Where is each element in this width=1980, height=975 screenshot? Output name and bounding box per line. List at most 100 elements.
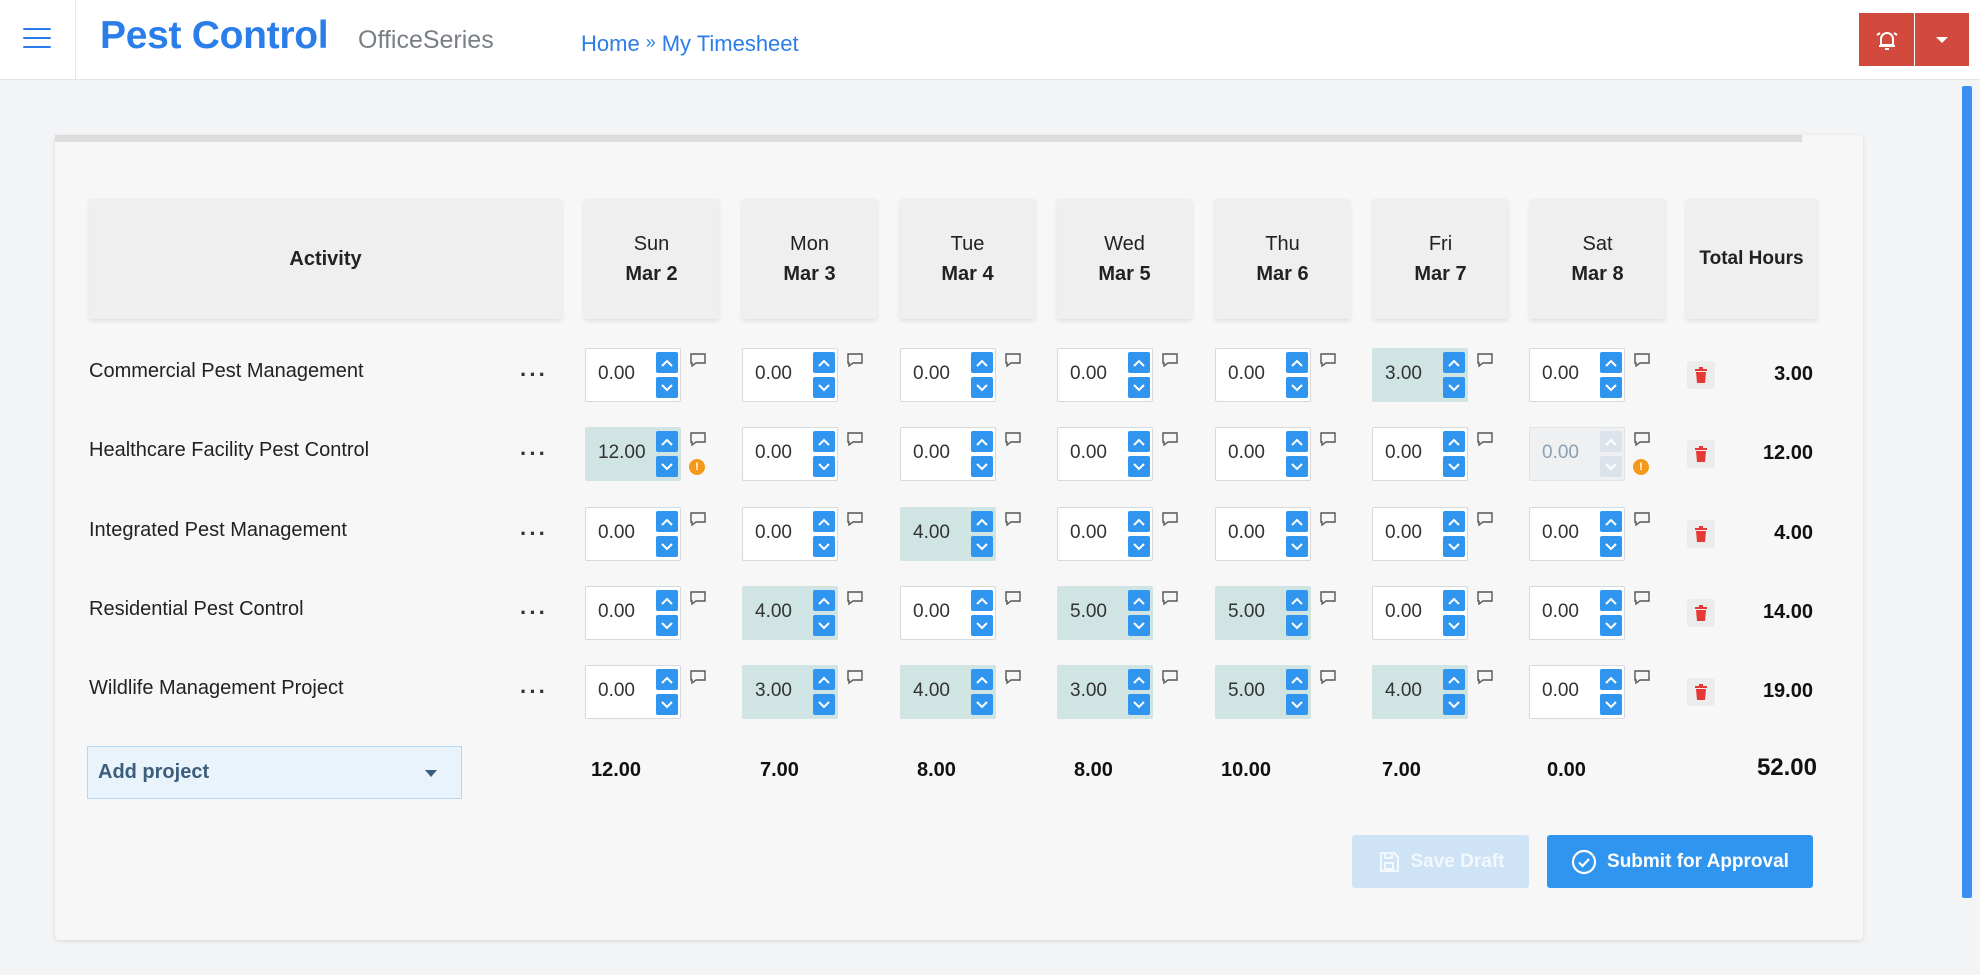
- more-options-button[interactable]: ···: [520, 441, 548, 466]
- increment-button[interactable]: [656, 511, 678, 532]
- comment-button[interactable]: [1476, 669, 1494, 685]
- decrement-button[interactable]: [1443, 456, 1465, 477]
- more-options-button[interactable]: ···: [520, 521, 548, 546]
- increment-button[interactable]: [1286, 590, 1308, 611]
- comment-button[interactable]: [1161, 431, 1179, 447]
- hours-input[interactable]: 0.00: [1529, 507, 1625, 561]
- comment-button[interactable]: [1319, 590, 1337, 606]
- hours-input[interactable]: 4.00: [742, 586, 838, 640]
- comment-button[interactable]: [1004, 590, 1022, 606]
- decrement-button[interactable]: [1443, 377, 1465, 398]
- breadcrumb-current[interactable]: My Timesheet: [661, 31, 799, 56]
- comment-button[interactable]: [846, 669, 864, 685]
- hours-input[interactable]: 5.00: [1057, 586, 1153, 640]
- comment-button[interactable]: [846, 431, 864, 447]
- increment-button[interactable]: [813, 669, 835, 690]
- increment-button[interactable]: [1443, 511, 1465, 532]
- delete-row-button[interactable]: [1687, 599, 1715, 627]
- comment-button[interactable]: [1004, 431, 1022, 447]
- increment-button[interactable]: [1286, 431, 1308, 452]
- increment-button[interactable]: [1128, 352, 1150, 373]
- comment-button[interactable]: [1633, 511, 1651, 527]
- decrement-button[interactable]: [813, 694, 835, 715]
- hours-input[interactable]: 0.00: [1529, 586, 1625, 640]
- comment-button[interactable]: [1161, 352, 1179, 368]
- increment-button[interactable]: [1443, 431, 1465, 452]
- hours-input[interactable]: 0.00: [1372, 427, 1468, 481]
- notification-dropdown-button[interactable]: [1915, 13, 1969, 66]
- decrement-button[interactable]: [971, 456, 993, 477]
- hours-input[interactable]: 5.00: [1215, 586, 1311, 640]
- decrement-button[interactable]: [1443, 694, 1465, 715]
- increment-button[interactable]: [1128, 431, 1150, 452]
- decrement-button[interactable]: [1600, 377, 1622, 398]
- decrement-button[interactable]: [1443, 615, 1465, 636]
- decrement-button[interactable]: [656, 377, 678, 398]
- increment-button[interactable]: [1600, 590, 1622, 611]
- comment-button[interactable]: [1633, 431, 1651, 447]
- increment-button[interactable]: [656, 669, 678, 690]
- hours-input[interactable]: 4.00: [900, 665, 996, 719]
- decrement-button[interactable]: [1286, 456, 1308, 477]
- decrement-button[interactable]: [1128, 456, 1150, 477]
- increment-button[interactable]: [1128, 590, 1150, 611]
- hours-input[interactable]: 0.00: [1057, 427, 1153, 481]
- decrement-button[interactable]: [1286, 377, 1308, 398]
- comment-button[interactable]: [1319, 669, 1337, 685]
- comment-button[interactable]: [689, 431, 707, 447]
- decrement-button[interactable]: [1600, 615, 1622, 636]
- hours-input[interactable]: 0.00: [585, 586, 681, 640]
- hours-input[interactable]: 0.00: [742, 507, 838, 561]
- hours-input[interactable]: 0.00: [742, 427, 838, 481]
- comment-button[interactable]: [1476, 511, 1494, 527]
- comment-button[interactable]: [689, 669, 707, 685]
- hours-input[interactable]: 0.00: [1372, 586, 1468, 640]
- increment-button[interactable]: [1286, 352, 1308, 373]
- comment-button[interactable]: [1319, 352, 1337, 368]
- increment-button[interactable]: [971, 511, 993, 532]
- hours-input[interactable]: 0.00: [1529, 348, 1625, 402]
- increment-button[interactable]: [656, 590, 678, 611]
- hours-input[interactable]: 3.00: [742, 665, 838, 719]
- decrement-button[interactable]: [1600, 456, 1622, 477]
- increment-button[interactable]: [813, 352, 835, 373]
- comment-button[interactable]: [1004, 669, 1022, 685]
- comment-button[interactable]: [846, 511, 864, 527]
- decrement-button[interactable]: [656, 456, 678, 477]
- increment-button[interactable]: [656, 431, 678, 452]
- increment-button[interactable]: [656, 352, 678, 373]
- comment-button[interactable]: [689, 352, 707, 368]
- decrement-button[interactable]: [813, 377, 835, 398]
- increment-button[interactable]: [971, 669, 993, 690]
- decrement-button[interactable]: [813, 456, 835, 477]
- decrement-button[interactable]: [656, 615, 678, 636]
- more-options-button[interactable]: ···: [520, 679, 548, 704]
- comment-button[interactable]: [1476, 352, 1494, 368]
- comment-button[interactable]: [689, 590, 707, 606]
- decrement-button[interactable]: [1286, 536, 1308, 557]
- increment-button[interactable]: [1128, 669, 1150, 690]
- decrement-button[interactable]: [656, 694, 678, 715]
- comment-button[interactable]: [689, 511, 707, 527]
- comment-button[interactable]: [1161, 590, 1179, 606]
- comment-button[interactable]: [1319, 431, 1337, 447]
- increment-button[interactable]: [1600, 669, 1622, 690]
- add-project-select[interactable]: Add project: [87, 746, 462, 799]
- decrement-button[interactable]: [1600, 694, 1622, 715]
- page-scrollbar[interactable]: [1962, 86, 1972, 898]
- increment-button[interactable]: [1128, 511, 1150, 532]
- comment-button[interactable]: [1004, 511, 1022, 527]
- increment-button[interactable]: [971, 431, 993, 452]
- delete-row-button[interactable]: [1687, 678, 1715, 706]
- comment-button[interactable]: [846, 590, 864, 606]
- submit-for-approval-button[interactable]: Submit for Approval: [1547, 835, 1813, 888]
- increment-button[interactable]: [971, 352, 993, 373]
- increment-button[interactable]: [1286, 511, 1308, 532]
- comment-button[interactable]: [1633, 669, 1651, 685]
- hours-input[interactable]: 0.00: [585, 348, 681, 402]
- increment-button[interactable]: [813, 431, 835, 452]
- hours-input[interactable]: 0.00: [585, 507, 681, 561]
- decrement-button[interactable]: [1286, 694, 1308, 715]
- comment-button[interactable]: [1476, 431, 1494, 447]
- increment-button[interactable]: [1443, 352, 1465, 373]
